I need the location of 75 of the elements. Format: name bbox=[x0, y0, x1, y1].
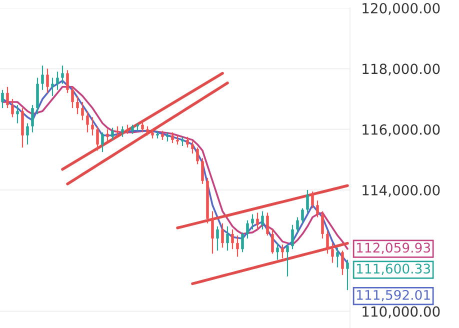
candlestick bbox=[326, 230, 329, 254]
candlestick bbox=[126, 124, 129, 134]
candlestick bbox=[16, 104, 19, 124]
candlestick bbox=[311, 190, 314, 209]
candlestick bbox=[166, 132, 169, 142]
candlestick bbox=[111, 127, 114, 140]
candlestick bbox=[151, 128, 154, 139]
candlestick bbox=[291, 224, 294, 250]
candlestick bbox=[321, 210, 324, 240]
candlestick bbox=[316, 200, 319, 218]
candlestick bbox=[271, 228, 274, 254]
candlestick bbox=[256, 212, 259, 230]
candlestick bbox=[6, 86, 9, 109]
candlestick bbox=[41, 65, 44, 90]
candlestick bbox=[66, 70, 69, 94]
candlestick bbox=[246, 220, 249, 240]
y-tick-label: 118,000.00 bbox=[362, 64, 440, 76]
candlestick bbox=[86, 110, 89, 133]
candlestick bbox=[301, 208, 304, 224]
candlestick bbox=[266, 212, 269, 236]
candlestick bbox=[51, 77, 54, 97]
candlestick bbox=[146, 126, 149, 136]
candlestick bbox=[221, 222, 224, 248]
candlestick bbox=[281, 244, 284, 259]
candlestick bbox=[341, 250, 344, 276]
candlestick bbox=[61, 65, 64, 84]
candlestick bbox=[196, 146, 199, 165]
text: 111,600.33 bbox=[357, 264, 430, 275]
candlestick bbox=[216, 226, 219, 252]
data-label: 111,592.01 bbox=[357, 290, 430, 302]
candlestick bbox=[241, 232, 244, 253]
candlestick bbox=[276, 242, 279, 260]
candlestick bbox=[236, 234, 239, 258]
candlestick bbox=[141, 121, 144, 133]
candlestick bbox=[131, 124, 134, 134]
candlestick bbox=[1, 89, 4, 109]
candlestick bbox=[191, 140, 194, 154]
y-tick-label: 114,000.00 bbox=[362, 184, 440, 197]
y-tick-label: 116,000.00 bbox=[362, 124, 440, 136]
candlestick bbox=[296, 216, 299, 234]
candlestick bbox=[11, 98, 14, 118]
candlestick bbox=[96, 126, 99, 152]
candlestick bbox=[81, 101, 84, 121]
candlestick bbox=[306, 189, 309, 214]
candlestick bbox=[336, 247, 339, 268]
candlestick bbox=[346, 259, 349, 291]
candlestick bbox=[26, 122, 29, 146]
candlestick bbox=[91, 116, 94, 136]
candlestick bbox=[161, 130, 164, 140]
candlestick bbox=[171, 132, 174, 144]
candlestick bbox=[226, 226, 229, 252]
candlestick bbox=[56, 71, 59, 90]
candlestick bbox=[231, 228, 234, 250]
candlestick bbox=[106, 128, 109, 142]
candlestick bbox=[176, 134, 179, 146]
candlestick bbox=[186, 136, 189, 148]
line-series bbox=[66, 82, 229, 186]
y-tick-label: 110,000.00 bbox=[362, 306, 440, 318]
line-series bbox=[61, 72, 224, 171]
candlestick bbox=[31, 104, 34, 133]
candlestick bbox=[181, 136, 184, 147]
candlestick bbox=[211, 210, 214, 254]
candlestick bbox=[76, 95, 79, 115]
candlestick bbox=[71, 86, 74, 109]
candlestick bbox=[286, 244, 289, 277]
y-tick-label: 120,000.00 bbox=[362, 2, 440, 15]
candlestick bbox=[261, 210, 264, 230]
candlestick bbox=[121, 126, 124, 138]
candlestick bbox=[116, 126, 119, 136]
data-label: 112,059.93 bbox=[357, 242, 430, 254]
candlestick bbox=[331, 242, 334, 264]
candlestick bbox=[101, 132, 104, 153]
candlestick bbox=[46, 68, 49, 94]
candlestick bbox=[251, 214, 254, 230]
candlestick bbox=[201, 158, 204, 184]
